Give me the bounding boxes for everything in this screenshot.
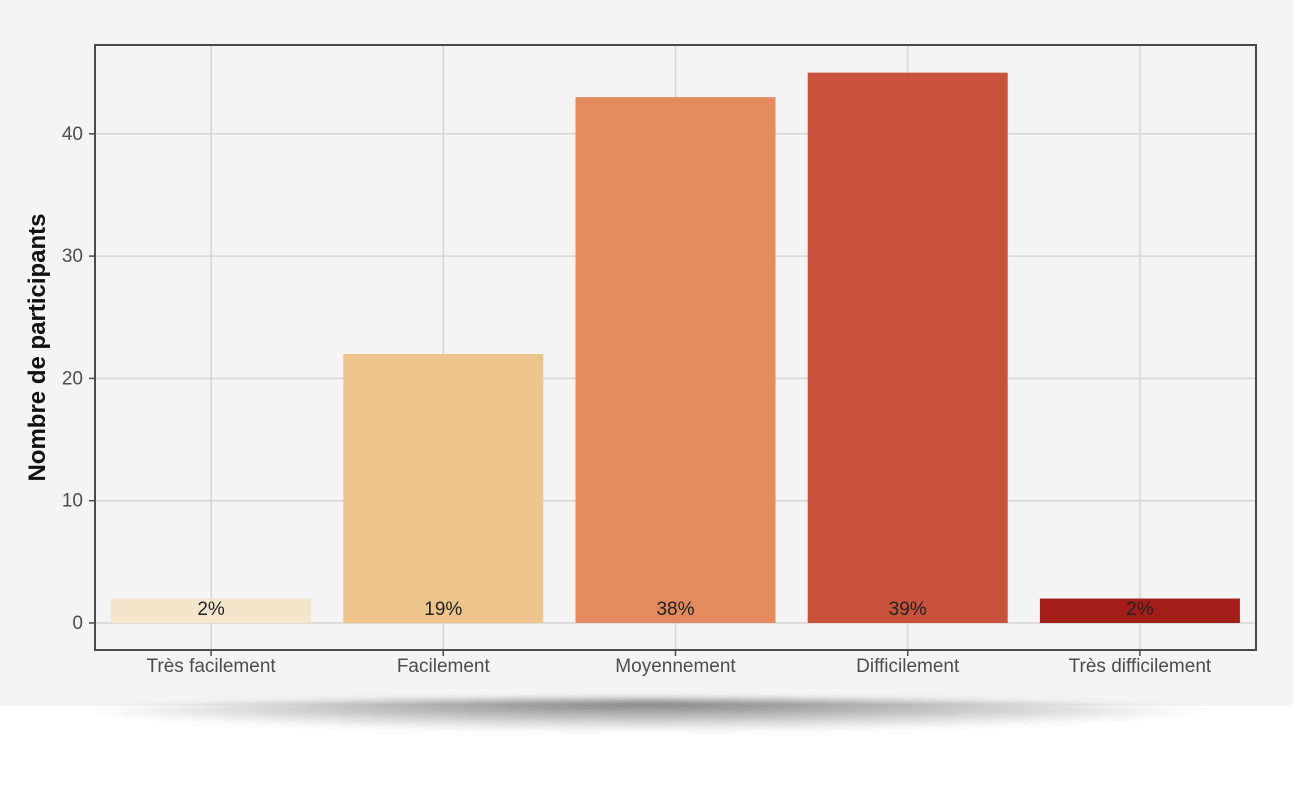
y-tick-label: 10 [62, 491, 83, 512]
x-tick-label: Facilement [397, 656, 491, 677]
data-labels: 2% 19% 38% 39% 2% [197, 599, 1153, 620]
bar-data-label: 19% [424, 599, 462, 620]
y-axis-title: Nombre de participants [24, 213, 51, 481]
bar-data-label: 38% [656, 599, 694, 620]
x-axis-ticks: Très facilement Facilement Moyennement Diff… [147, 650, 1212, 677]
y-tick-label: 30 [62, 246, 83, 267]
card-shadow [60, 700, 1233, 730]
y-tick-label: 40 [62, 124, 83, 145]
bars [111, 72, 1240, 624]
x-tick-label: Moyennement [615, 656, 736, 677]
bar-chart: 2% 19% 38% 39% 2% 0 10 20 30 40 Très facilement F… [24, 44, 1257, 677]
bar [343, 353, 544, 623]
y-tick-label: 20 [62, 368, 83, 389]
bar-data-label: 39% [889, 599, 927, 620]
bar [807, 72, 1008, 623]
y-tick-label: 0 [72, 613, 83, 634]
y-axis-ticks: 0 10 20 30 40 [62, 124, 95, 634]
x-tick-label: Difficilement [856, 656, 960, 677]
x-tick-label: Très difficilement [1069, 656, 1212, 677]
x-tick-label: Très facilement [147, 656, 277, 677]
bar-data-label: 2% [197, 599, 225, 620]
bar [111, 598, 312, 623]
bar [575, 97, 776, 624]
bar [1039, 598, 1240, 623]
bar-data-label: 2% [1126, 599, 1154, 620]
